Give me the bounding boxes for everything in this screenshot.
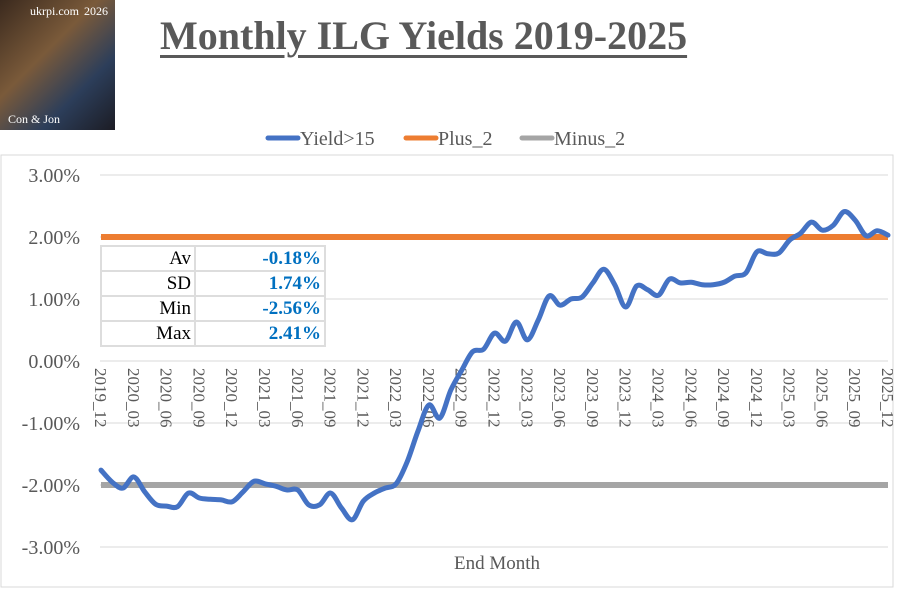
stats-row-sd: SD 1.74%: [100, 270, 326, 297]
stat-value: -0.18%: [194, 245, 326, 272]
y-tick-label: -3.00%: [22, 537, 80, 559]
x-tick-label: 2025_09: [845, 368, 864, 428]
x-tick-label: 2019_12: [91, 368, 110, 428]
y-tick-label: -1.00%: [22, 413, 80, 435]
x-tick-label: 2020_03: [124, 368, 143, 428]
x-tick-label: 2022_12: [485, 368, 504, 428]
x-tick-label: 2025_12: [878, 368, 897, 428]
x-tick-label: 2025_03: [780, 368, 799, 428]
stat-value: 1.74%: [194, 270, 326, 297]
logo-credit: Con & Jon: [8, 112, 61, 126]
x-tick-label: 2021_12: [353, 368, 372, 428]
y-tick-label: 1.00%: [28, 289, 80, 311]
x-tick-label: 2023_06: [550, 368, 569, 428]
y-tick-label: -2.00%: [22, 475, 80, 497]
y-tick-label: 3.00%: [28, 165, 80, 187]
series-line-yield-15: [98, 209, 891, 523]
logo-year: 2026: [84, 4, 108, 18]
logo-site: ukrpi.com: [30, 4, 79, 18]
x-tick-label: 2020_12: [222, 368, 241, 428]
logo-image: ukrpi.com 2026 Con & Jon: [0, 0, 115, 130]
stats-row-max: Max 2.41%: [100, 320, 326, 347]
stats-row-min: Min -2.56%: [100, 295, 326, 322]
legend-label: Yield>15: [300, 128, 375, 150]
x-tick-label: 2023_12: [616, 368, 635, 428]
legend-label: Minus_2: [554, 128, 625, 150]
x-tick-label: 2021_06: [288, 368, 307, 428]
stat-label: Max: [100, 320, 196, 347]
x-tick-label: 2020_09: [189, 368, 208, 428]
x-tick-label: 2024_12: [747, 368, 766, 428]
stat-value: -2.56%: [194, 295, 326, 322]
x-tick-label: 2023_09: [583, 368, 602, 428]
stats-table: Av -0.18% SD 1.74% Min -2.56% Max 2.41%: [100, 245, 326, 347]
x-tick-label: 2024_09: [714, 368, 733, 428]
legend-label: Plus_2: [438, 128, 492, 150]
x-tick-label: 2020_06: [157, 368, 176, 428]
stat-label: SD: [100, 270, 196, 297]
x-tick-label: 2024_03: [648, 368, 667, 428]
x-tick-label: 2022_03: [386, 368, 405, 428]
stat-label: Av: [100, 245, 196, 272]
y-tick-label: 0.00%: [28, 351, 80, 373]
x-tick-label: 2025_06: [812, 368, 831, 428]
x-tick-label: 2021_09: [321, 368, 340, 428]
y-tick-label: 2.00%: [28, 227, 80, 249]
x-tick-label: 2023_03: [517, 368, 536, 428]
chart-title: Monthly ILG Yields 2019-2025: [160, 13, 688, 58]
chart-area-border: [0, 154, 894, 588]
stat-label: Min: [100, 295, 196, 322]
x-tick-label: 2022_09: [452, 368, 471, 428]
stat-value: 2.41%: [194, 320, 326, 347]
x-tick-label: 2024_06: [681, 368, 700, 428]
x-tick-label: 2021_03: [255, 368, 274, 428]
stats-row-av: Av -0.18%: [100, 245, 326, 272]
x-axis-label: End Month: [454, 553, 541, 574]
